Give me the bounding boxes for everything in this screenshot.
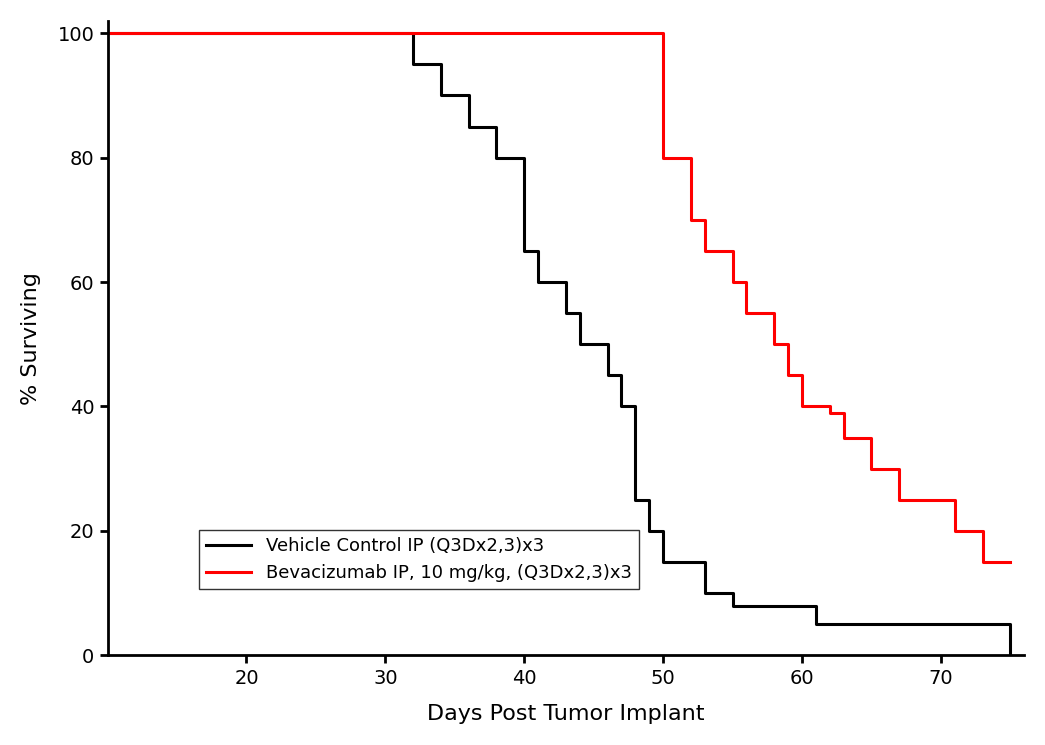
Y-axis label: % Surviving: % Surviving: [21, 272, 41, 405]
X-axis label: Days Post Tumor Implant: Days Post Tumor Implant: [427, 704, 704, 724]
Legend: Vehicle Control IP (Q3Dx2,3)x3, Bevacizumab IP, 10 mg/kg, (Q3Dx2,3)x3: Vehicle Control IP (Q3Dx2,3)x3, Bevacizu…: [200, 530, 640, 589]
